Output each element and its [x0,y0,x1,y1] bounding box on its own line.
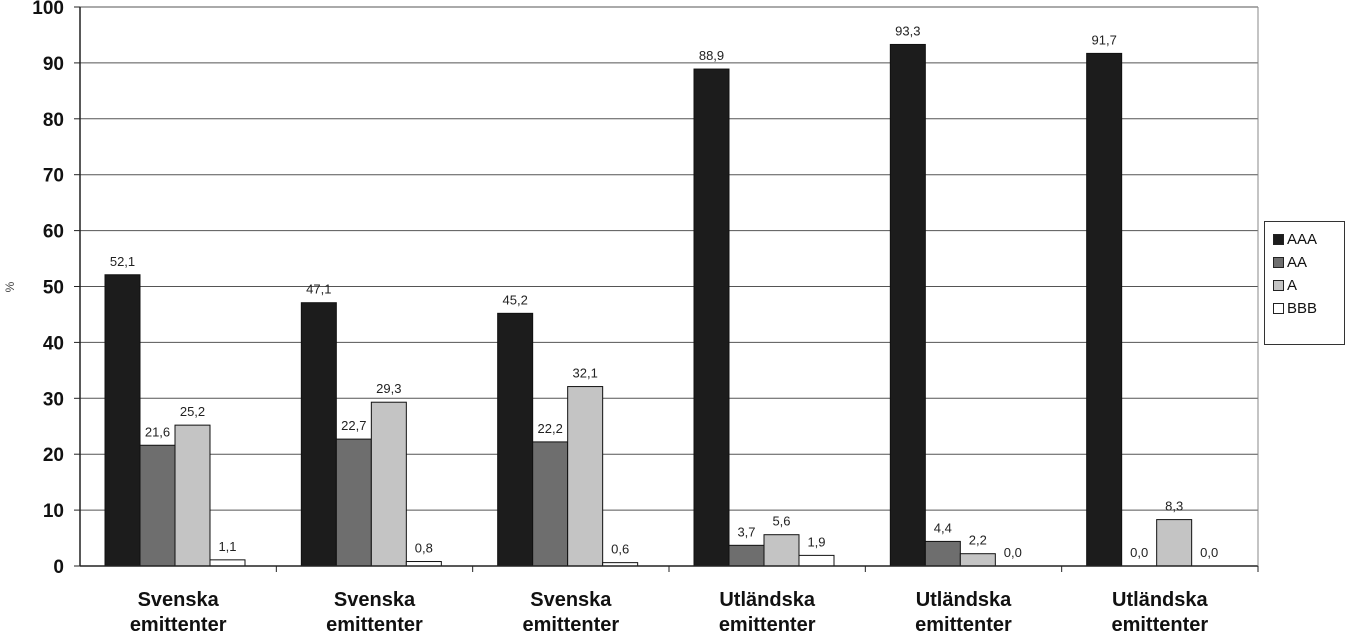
data-label: 47,1 [306,282,331,297]
data-label: 32,1 [573,366,598,381]
y-tick-label: 60 [43,222,64,243]
y-tick-label: 40 [43,333,64,354]
y-tick-label: 80 [43,110,64,131]
data-label: 0,8 [415,541,433,556]
data-label: 0,6 [611,542,629,557]
data-label: 93,3 [895,23,920,38]
data-label: 0,0 [1130,545,1148,560]
data-label: 22,2 [538,421,563,436]
legend-label-a: A [1287,277,1298,294]
bars [104,43,1193,567]
data-labels: 52,1 21,6 25,2 1,1 47,1 22,7 29,3 0,8 45,2 22,2 32… [110,23,1218,560]
bar-aaa [889,43,926,567]
y-tick-label: 10 [43,501,64,522]
legend-label-aaa: AAA [1287,231,1318,248]
y-tick-label: 90 [43,54,64,75]
bar-aa [728,544,765,567]
data-label: 1,1 [218,539,236,554]
data-label: 1,9 [807,534,825,549]
bar-aaa [693,68,730,567]
bar-bbb [798,554,835,567]
category-labels: Svenska emittenter Svenska emittenter Svensk… [130,589,1209,636]
bar-a [763,534,800,567]
legend-item-aa: AA [1273,251,1344,274]
y-tick-label: 70 [43,166,64,187]
bar-a [370,401,407,567]
legend-item-aaa: AAA [1273,228,1344,251]
bar-a [1156,519,1193,567]
y-tick-label: 0 [53,557,64,578]
data-label: 29,3 [376,381,401,396]
data-label: 52,1 [110,254,135,269]
bar-a [567,386,604,567]
legend-label-aa: AA [1287,254,1308,271]
data-label: 45,2 [503,292,528,307]
bar-aa [924,540,961,567]
category-label: Utländska emittenter [719,589,816,636]
data-label: 21,6 [145,424,170,439]
y-tick-label: 20 [43,445,64,466]
axes [74,6,1259,572]
category-label: Svenska emittenter [130,589,227,636]
gridlines [80,6,1258,511]
legend: AAA AA A BBB [1264,221,1345,345]
y-tick-label: 30 [43,389,64,410]
legend-swatch-aa [1273,257,1284,268]
data-label: 91,7 [1092,32,1117,47]
category-label: Utländska emittenter [915,589,1012,636]
bar-aa [335,438,372,567]
legend-swatch-a [1273,280,1284,291]
bar-aaa [497,312,534,567]
legend-label-bbb: BBB [1287,300,1318,317]
category-label: Utländska emittenter [1111,589,1208,636]
bar-a [174,424,211,567]
data-label: 25,2 [180,404,205,419]
data-label: 5,6 [772,514,790,529]
bar-aaa [1086,52,1123,567]
y-tick-label: 50 [43,278,64,299]
data-label: 0,0 [1200,545,1218,560]
bar-aaa [104,274,141,567]
y-tick-labels: 0 10 20 30 40 50 60 70 80 90 100 [32,0,64,578]
legend-item-bbb: BBB [1273,297,1344,320]
data-label: 22,7 [341,418,366,433]
data-label: 4,4 [934,520,952,535]
data-label: 0,0 [1004,545,1022,560]
y-axis-label: % [3,281,17,292]
data-label: 3,7 [737,524,755,539]
legend-swatch-bbb [1273,303,1284,314]
category-label: Svenska emittenter [522,589,619,636]
data-label: 8,3 [1165,499,1183,514]
legend-item-a: A [1273,274,1344,297]
bar-a [959,553,996,567]
data-label: 2,2 [969,533,987,548]
bar-aa [139,444,176,567]
category-label: Svenska emittenter [326,589,423,636]
legend-swatch-aaa [1273,234,1284,245]
data-label: 88,9 [699,48,724,63]
bar-bbb [209,559,246,567]
y-tick-label: 100 [32,0,64,19]
bar-aaa [300,302,337,567]
bar-aa [532,441,569,567]
